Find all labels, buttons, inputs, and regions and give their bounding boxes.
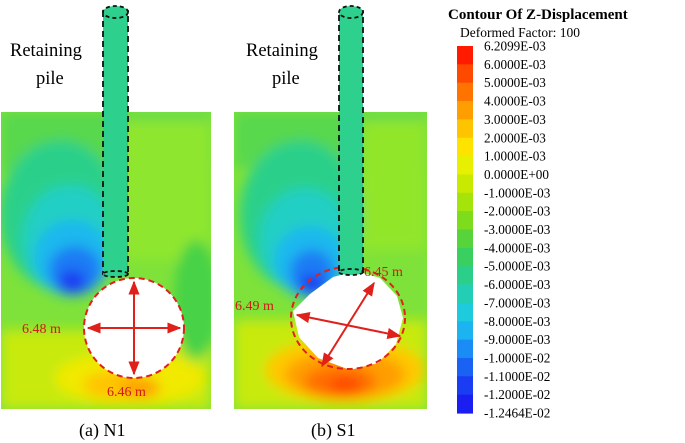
legend-swatches [457, 46, 473, 414]
legend-tick-label: -7.0000E-03 [484, 295, 551, 310]
legend-swatch [457, 119, 473, 139]
legend-tick-label: -1.0000E-02 [484, 350, 550, 365]
pile-label-s1-line2: pile [272, 69, 300, 89]
legend-swatch [457, 247, 473, 267]
retaining-pile-n1 [102, 5, 129, 278]
dim-label-horizontal-s1: 6.49 m [235, 299, 274, 314]
legend-swatch [457, 64, 473, 84]
panel-n1: 6.48 m 6.46 m Retaining pile (a) N1 [1, 5, 211, 441]
legend-swatch [457, 302, 473, 322]
caption-s1: (b) S1 [311, 420, 356, 441]
legend-tick-label: 2.0000E-03 [484, 130, 546, 145]
legend-tick-label: -6.0000E-03 [484, 277, 551, 292]
legend: Contour Of Z-Displacement Deformed Facto… [448, 7, 628, 421]
pile-label-n1-line2: pile [36, 69, 64, 89]
dim-label-horizontal-n1: 6.48 m [22, 322, 61, 337]
dim-label-vertical-s1: 6.45 m [364, 265, 403, 280]
legend-tick-label: -1.1000E-02 [484, 369, 550, 384]
legend-swatch [457, 229, 473, 249]
legend-tick-label: -8.0000E-03 [484, 314, 551, 329]
legend-swatch [457, 376, 473, 396]
legend-tick-label: -4.0000E-03 [484, 240, 551, 255]
legend-swatch [457, 394, 473, 414]
legend-tick-label: 1.0000E-03 [484, 149, 546, 164]
legend-tick-label: 4.0000E-03 [484, 94, 546, 109]
legend-tick-label: 6.2099E-03 [484, 39, 546, 54]
legend-swatch [457, 137, 473, 157]
panel-s1: 6.49 m 6.45 m Retaining pile (b) S1 [234, 5, 427, 441]
pile-label-n1: Retaining pile [10, 41, 87, 89]
dim-label-vertical-n1: 6.46 m [107, 385, 146, 400]
dim-arrow-vertical-s1 [321, 281, 375, 368]
legend-tick-label: -3.0000E-03 [484, 222, 551, 237]
legend-tick-label: 0.0000E+00 [484, 167, 549, 182]
legend-swatch [457, 156, 473, 176]
legend-swatch [457, 284, 473, 304]
legend-tick-label: 3.0000E-03 [484, 112, 546, 127]
contour-field-s1 [234, 112, 427, 409]
legend-tick-label: -1.2000E-02 [484, 387, 550, 402]
pile-label-s1-line1: Retaining [246, 41, 318, 61]
legend-labels: 6.2099E-03 6.0000E-03 5.0000E-03 4.0000E-03… [484, 39, 551, 421]
legend-swatch [457, 174, 473, 194]
retaining-pile-s1 [338, 5, 364, 276]
legend-tick-label: 6.0000E-03 [484, 57, 546, 72]
legend-swatch [457, 192, 473, 212]
legend-swatch [457, 46, 473, 65]
legend-title: Contour Of Z-Displacement [448, 7, 628, 23]
legend-tick-label: -1.0000E-03 [484, 185, 551, 200]
legend-swatch [457, 101, 473, 120]
legend-swatch [457, 339, 473, 359]
legend-swatch [457, 82, 473, 102]
legend-tick-label: -9.0000E-03 [484, 332, 551, 347]
caption-n1: (a) N1 [79, 420, 125, 441]
legend-tick-label: 5.0000E-03 [484, 75, 546, 90]
legend-tick-label: -1.2464E-02 [484, 406, 550, 421]
legend-swatch [457, 266, 473, 286]
legend-swatch [457, 321, 473, 341]
pile-label-n1-line1: Retaining [10, 41, 82, 61]
legend-tick-label: -2.0000E-03 [484, 204, 551, 219]
legend-swatch [457, 357, 473, 377]
legend-swatch [457, 211, 473, 231]
legend-tick-label: -5.0000E-03 [484, 259, 551, 274]
pile-label-s1: Retaining pile [246, 41, 323, 89]
legend-subtitle: Deformed Factor: 100 [460, 25, 580, 40]
